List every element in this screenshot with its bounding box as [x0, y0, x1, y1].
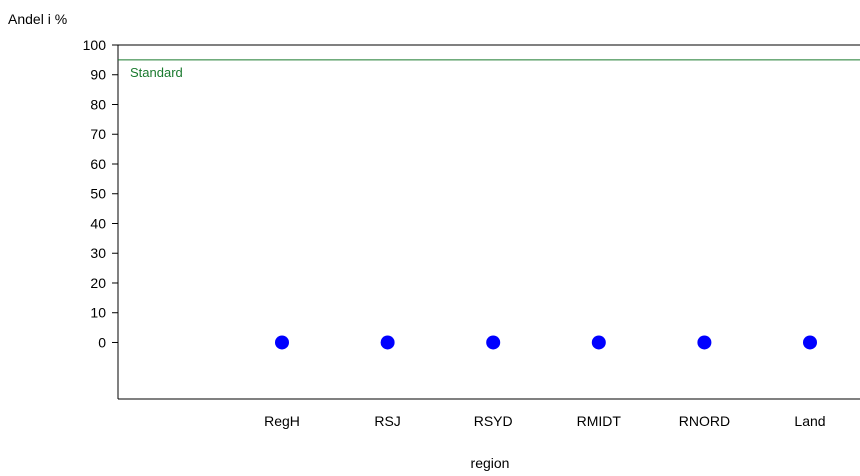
- y-tick-label-80: 80: [90, 96, 106, 112]
- data-point-rsj: [380, 335, 395, 350]
- y-tick-label-10: 10: [90, 305, 106, 321]
- data-point-rsyd: [486, 335, 501, 350]
- y-axis-title: Andel i %: [8, 11, 67, 27]
- x-tick-label-rsj: RSJ: [374, 413, 400, 429]
- y-tick-label-50: 50: [90, 186, 106, 202]
- y-tick-label-20: 20: [90, 275, 106, 291]
- y-tick-label-40: 40: [90, 215, 106, 231]
- y-tick-label-30: 30: [90, 245, 106, 261]
- x-tick-label-regh: RegH: [264, 413, 300, 429]
- data-point-rnord: [697, 335, 712, 350]
- x-tick-label-rsyd: RSYD: [474, 413, 513, 429]
- y-tick-label-0: 0: [98, 334, 106, 350]
- data-point-rmidt: [591, 335, 606, 350]
- reference-line-label: Standard: [130, 65, 183, 80]
- y-tick-label-60: 60: [90, 156, 106, 172]
- y-tick-label-90: 90: [90, 67, 106, 83]
- plot-area: 0 10 20 30 40 50 60 70 80 90 100 Standard RegH RSJ RSY…: [83, 37, 860, 429]
- x-tick-label-rmidt: RMIDT: [577, 413, 622, 429]
- data-point-land: [803, 335, 817, 350]
- y-tick-label-70: 70: [90, 126, 106, 142]
- x-axis-title: region: [471, 455, 510, 471]
- x-tick-label-land: Land: [794, 413, 825, 429]
- data-point-regh: [275, 335, 289, 350]
- y-tick-label-100: 100: [83, 37, 107, 53]
- x-tick-label-rnord: RNORD: [679, 413, 730, 429]
